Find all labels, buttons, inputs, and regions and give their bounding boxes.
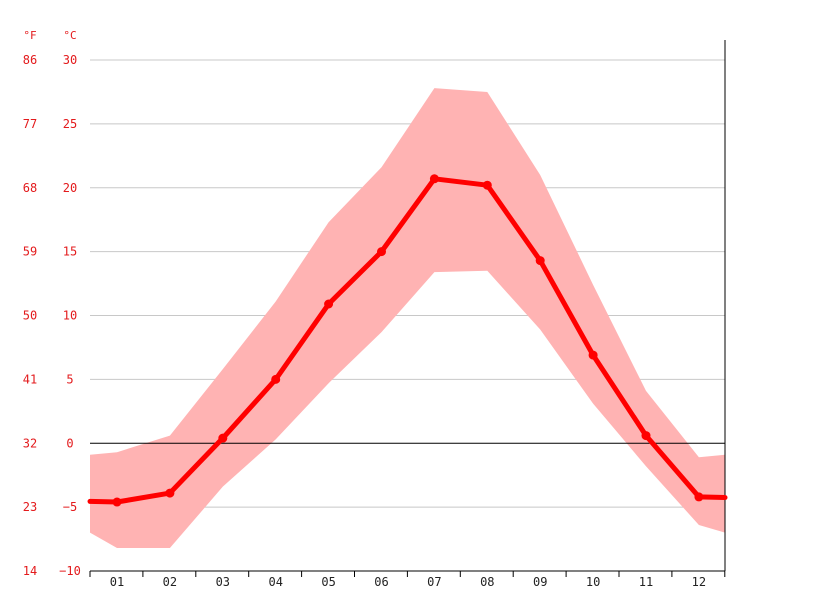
mean-temperature-point <box>482 180 492 190</box>
x-axis-labels: 01 02 03 04 05 06 07 08 09 10 11 12 <box>110 575 706 589</box>
x-tick-label: 07 <box>427 575 441 589</box>
x-tick-label: 01 <box>110 575 124 589</box>
y-tick-label-celsius: 0 <box>66 436 73 450</box>
x-tick-label: 11 <box>639 575 653 589</box>
x-tick-label: 09 <box>533 575 547 589</box>
x-tick-label: 12 <box>692 575 706 589</box>
mean-temperature-point <box>588 350 598 360</box>
y-tick-label-fahrenheit: 32 <box>23 436 37 450</box>
mean-temperature-point <box>535 256 545 266</box>
y-tick-label-celsius: −5 <box>63 500 77 514</box>
celsius-unit-label: °C <box>63 29 76 42</box>
y-tick-label-fahrenheit: 14 <box>23 564 37 578</box>
fahrenheit-unit-label: °F <box>23 29 36 42</box>
y-tick-label-celsius: 15 <box>63 245 77 259</box>
y-tick-label-celsius: 10 <box>63 309 77 323</box>
y-tick-label-celsius: 25 <box>63 117 77 131</box>
mean-temperature-point <box>641 431 651 441</box>
range-band-area <box>90 88 725 549</box>
x-tick-label: 06 <box>374 575 388 589</box>
mean-temperature-point <box>112 497 122 507</box>
y-tick-label-fahrenheit: 68 <box>23 181 37 195</box>
x-tick-label: 04 <box>268 575 282 589</box>
x-tick-label: 02 <box>163 575 177 589</box>
y-tick-label-fahrenheit: 50 <box>23 309 37 323</box>
mean-temperature-point <box>377 247 386 257</box>
mean-temperature-point <box>694 492 704 502</box>
mean-temperature-point <box>271 374 281 384</box>
mean-temperature-point <box>324 299 334 309</box>
y-tick-label-celsius: 20 <box>63 181 77 195</box>
mean-temperature-series <box>87 174 728 507</box>
y-tick-label-celsius: −10 <box>59 564 81 578</box>
y-tick-label-fahrenheit: 23 <box>23 500 37 514</box>
y-axis-labels: °F °C 86 30 77 25 68 20 59 15 50 10 41 5 32 0 23 −5 14 −1… <box>23 29 81 578</box>
y-tick-label-celsius: 30 <box>63 53 77 67</box>
y-tick-label-fahrenheit: 59 <box>23 245 37 259</box>
mean-temperature-point <box>218 433 228 443</box>
y-tick-label-fahrenheit: 86 <box>23 53 37 67</box>
x-tick-label: 05 <box>321 575 335 589</box>
temperature-range-band <box>90 88 725 549</box>
y-tick-label-fahrenheit: 77 <box>23 117 37 131</box>
mean-temperature-point <box>429 174 439 184</box>
mean-temperature-line <box>87 176 728 505</box>
x-tick-label: 03 <box>216 575 230 589</box>
x-tick-label: 08 <box>480 575 494 589</box>
mean-temperature-point <box>165 488 175 498</box>
x-tick-label: 10 <box>586 575 600 589</box>
y-tick-label-fahrenheit: 41 <box>23 372 37 386</box>
axes <box>89 40 726 577</box>
y-tick-label-celsius: 5 <box>66 372 73 386</box>
